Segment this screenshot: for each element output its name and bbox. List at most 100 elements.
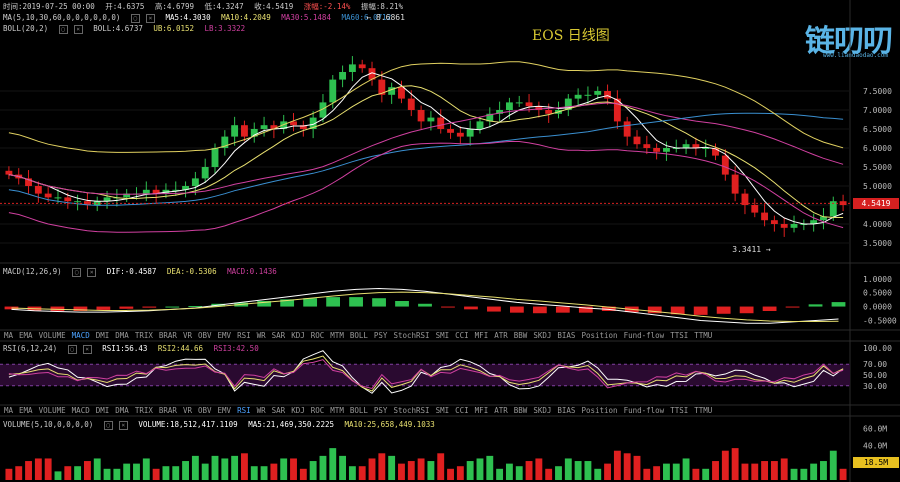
indicator-tab-bias[interactable]: BIAS	[557, 406, 576, 415]
indicator-tab-boll[interactable]: BOLL	[349, 331, 368, 340]
indicator-tab-position[interactable]: Position	[581, 331, 618, 340]
indicator-tab-ma[interactable]: MA	[4, 331, 14, 340]
settings-icon[interactable]: ▢	[67, 344, 77, 354]
volume-bar	[574, 461, 582, 480]
indicator-tab-smi[interactable]: SMI	[435, 331, 450, 340]
volume-bar	[584, 461, 592, 480]
indicator-tab-cci[interactable]: CCI	[455, 331, 469, 340]
macd-histogram-bar	[4, 306, 19, 310]
indicator-tab-macd[interactable]: MACD	[71, 331, 90, 340]
macd-dif-line	[11, 287, 839, 324]
y-tick-label: 6.0000	[863, 144, 892, 153]
indicator-tab-mfi[interactable]: MFI	[474, 406, 489, 415]
indicator-tab-skdj[interactable]: SKDJ	[533, 406, 552, 415]
volume-bar	[496, 468, 504, 480]
settings-icon[interactable]: ▢	[103, 420, 113, 430]
indicator-tab-emv[interactable]: EMV	[217, 331, 232, 340]
settings-icon[interactable]: ▢	[58, 24, 68, 34]
volume-bar	[564, 458, 572, 480]
indicator-tab-ttsi[interactable]: TTSI	[670, 406, 689, 415]
indicator-tab-rsi[interactable]: RSI	[237, 331, 251, 340]
indicator-tab-mtm[interactable]: MTM	[330, 331, 344, 340]
volume-value: VOLUME:18,512,417.1109	[138, 420, 238, 429]
indicator-tab-vr[interactable]: VR	[182, 406, 192, 415]
indicator-tab-dma[interactable]: DMA	[115, 406, 129, 415]
volume-bar	[535, 458, 543, 480]
indicator-tab-atr[interactable]: ATR	[494, 406, 508, 415]
close-icon[interactable]: ×	[82, 344, 92, 354]
indicator-tab-ttmu[interactable]: TTMU	[694, 406, 713, 415]
candle-body	[505, 102, 513, 110]
indicator-tab-smi[interactable]: SMI	[435, 406, 450, 415]
indicator-tab-ttmu[interactable]: TTMU	[694, 331, 713, 340]
indicator-tab-position[interactable]: Position	[581, 406, 618, 415]
indicator-tab-mfi[interactable]: MFI	[474, 331, 489, 340]
candle-body	[417, 110, 425, 122]
indicator-tab-boll[interactable]: BOLL	[349, 406, 368, 415]
candle-body	[280, 121, 288, 129]
indicator-tab-dmi[interactable]: DMI	[95, 331, 110, 340]
indicator-tab-brar[interactable]: BRAR	[158, 406, 177, 415]
indicator-tab-trix[interactable]: TRIX	[134, 406, 153, 415]
indicator-tab-vr[interactable]: VR	[182, 331, 192, 340]
indicator-tab-dmi[interactable]: DMI	[95, 406, 110, 415]
close-icon[interactable]: ×	[145, 13, 155, 23]
indicator-tab-fund-flow[interactable]: Fund-flow	[623, 406, 665, 415]
indicator-tab-wr[interactable]: WR	[256, 331, 266, 340]
close-icon[interactable]: ×	[118, 420, 128, 430]
macd-histogram-bar	[785, 306, 800, 308]
ma-label: MA(5,10,30,60,0,0,0,0,0,0)	[3, 13, 121, 22]
indicator-tab-macd[interactable]: MACD	[71, 406, 90, 415]
indicator-tab-skdj[interactable]: SKDJ	[533, 331, 552, 340]
volume-bar	[604, 463, 611, 480]
indicator-tab-sar[interactable]: SAR	[271, 331, 286, 340]
header-time: 时间:2019-07-25 00:00	[3, 2, 95, 11]
indicator-tab-bbw[interactable]: BBW	[513, 406, 528, 415]
indicator-tab-stochrsi[interactable]: StochRSI	[393, 406, 430, 415]
close-icon[interactable]: ×	[73, 24, 83, 34]
volume-bar	[182, 461, 189, 480]
indicator-tab-bbw[interactable]: BBW	[513, 331, 528, 340]
indicator-tab-sar[interactable]: SAR	[271, 406, 286, 415]
indicator-tab-kdj[interactable]: KDJ	[291, 331, 305, 340]
indicator-tab-wr[interactable]: WR	[256, 406, 266, 415]
indicator-tab-volume[interactable]: VOLUME	[38, 331, 66, 340]
indicator-tab-roc[interactable]: ROC	[310, 406, 325, 415]
indicator-tab-ma[interactable]: MA	[4, 406, 14, 415]
settings-icon[interactable]: ▢	[130, 13, 140, 23]
indicator-tab-kdj[interactable]: KDJ	[291, 406, 305, 415]
indicator-tab-volume[interactable]: VOLUME	[38, 406, 66, 415]
ma30-value: MA30:5.1484	[281, 13, 331, 22]
volume-bar	[123, 463, 131, 480]
indicator-tab-dma[interactable]: DMA	[115, 331, 129, 340]
indicator-tab-cci[interactable]: CCI	[455, 406, 469, 415]
macd-histogram-bar	[578, 306, 593, 313]
macd-value: MACD:0.1436	[227, 267, 277, 276]
indicator-tab-psy[interactable]: PSY	[373, 406, 388, 415]
indicator-tab-stochrsi[interactable]: StochRSI	[393, 331, 430, 340]
ma-header: MA(5,10,30,60,0,0,0,0,0,0) ▢ × MA5:4.3030…	[3, 13, 397, 23]
indicator-tab-ema[interactable]: EMA	[19, 406, 33, 415]
indicator-tab-obv[interactable]: OBV	[197, 406, 212, 415]
ma60-line	[8, 112, 844, 206]
indicator-tab-emv[interactable]: EMV	[217, 406, 232, 415]
indicator-tab-bias[interactable]: BIAS	[557, 331, 576, 340]
close-icon[interactable]: ×	[87, 267, 97, 277]
candle-body	[290, 121, 297, 126]
ma60-value: MA60:6.0712	[341, 13, 392, 22]
volume-bar	[142, 458, 150, 480]
indicator-tab-obv[interactable]: OBV	[197, 331, 212, 340]
indicator-tab-ttsi[interactable]: TTSI	[670, 331, 689, 340]
indicator-tab-mtm[interactable]: MTM	[330, 406, 344, 415]
candle-body	[5, 170, 13, 175]
indicator-tab-brar[interactable]: BRAR	[158, 331, 177, 340]
indicator-tab-trix[interactable]: TRIX	[134, 331, 153, 340]
indicator-tab-atr[interactable]: ATR	[494, 331, 508, 340]
indicator-tab-psy[interactable]: PSY	[373, 331, 388, 340]
indicator-tab-fund-flow[interactable]: Fund-flow	[623, 331, 665, 340]
settings-icon[interactable]: ▢	[72, 267, 82, 277]
indicator-tab-roc[interactable]: ROC	[310, 331, 325, 340]
indicator-tab-rsi[interactable]: RSI	[237, 406, 251, 415]
indicator-tab-ema[interactable]: EMA	[19, 331, 33, 340]
